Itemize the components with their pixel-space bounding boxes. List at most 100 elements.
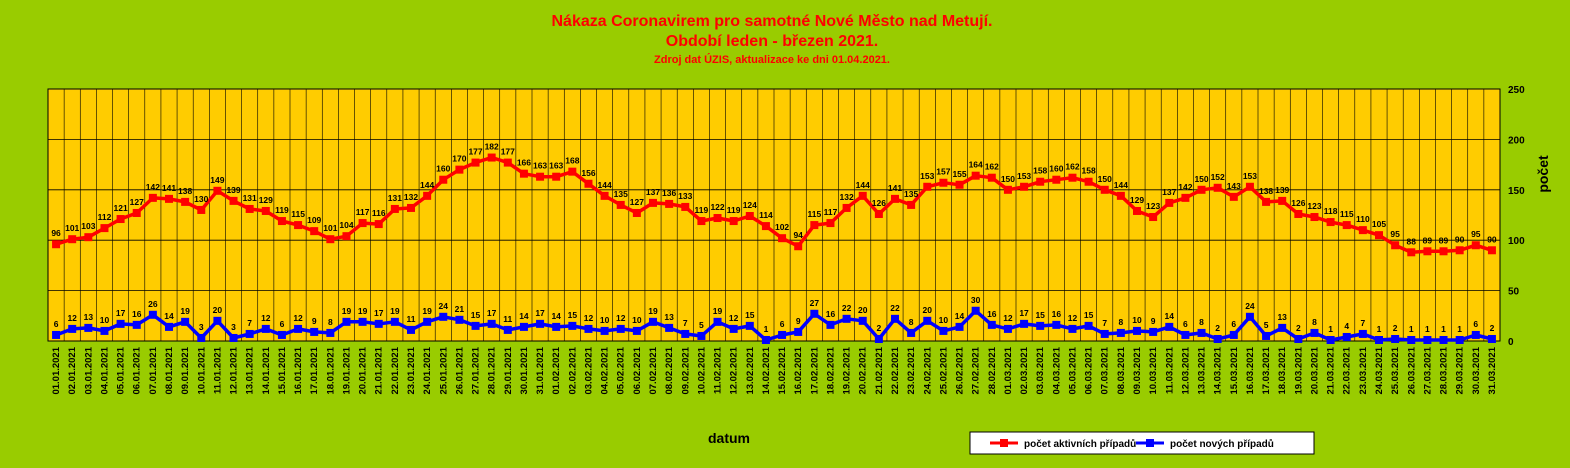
data-label: 22: [842, 303, 852, 313]
data-label: 8: [328, 317, 333, 327]
data-point: [197, 205, 206, 214]
data-point: [552, 172, 561, 181]
y-axis-ticks: 0 50 100 150 200 250: [1508, 85, 1525, 348]
data-label: 95: [1471, 229, 1481, 239]
data-point: [939, 326, 948, 335]
data-label: 126: [1291, 198, 1305, 208]
data-point: [503, 158, 512, 167]
data-point: [1439, 247, 1448, 256]
data-point: [810, 221, 819, 230]
data-label: 26: [148, 299, 158, 309]
data-label: 112: [98, 212, 112, 222]
data-label: 9: [312, 316, 317, 326]
data-point: [1294, 334, 1303, 343]
legend-marker-active: [1000, 439, 1008, 447]
data-label: 7: [683, 318, 688, 328]
data-label: 9: [1151, 316, 1156, 326]
data-label: 115: [807, 209, 821, 219]
data-point: [1423, 335, 1432, 344]
data-label: 136: [662, 188, 676, 198]
data-point: [794, 327, 803, 336]
data-label: 14: [519, 311, 529, 321]
data-label: 1: [764, 324, 769, 334]
x-tick-label: 19.01.2021: [341, 346, 352, 394]
y-axis-label: počet: [1535, 155, 1551, 193]
data-point: [1020, 182, 1029, 191]
data-label: 9: [796, 316, 801, 326]
data-point: [1245, 182, 1254, 191]
data-point: [600, 191, 609, 200]
data-label: 155: [952, 169, 966, 179]
x-tick-label: 30.03.2021: [1471, 346, 1482, 394]
data-point: [1262, 331, 1271, 340]
data-point: [294, 324, 303, 333]
x-tick-label: 20.01.2021: [358, 346, 369, 394]
x-tick-label: 17.03.2021: [1261, 346, 1272, 394]
data-label: 119: [727, 205, 741, 215]
data-label: 158: [1033, 166, 1047, 176]
data-label: 144: [420, 180, 434, 190]
data-point: [842, 314, 851, 323]
data-point: [1036, 321, 1045, 330]
data-point: [697, 331, 706, 340]
x-tick-label: 13.01.2021: [245, 346, 256, 394]
data-label: 22: [890, 303, 900, 313]
x-tick-label: 26.01.2021: [454, 346, 465, 394]
data-point: [148, 310, 157, 319]
x-tick-label: 01.02.2021: [551, 346, 562, 394]
data-label: 24: [439, 301, 449, 311]
data-point: [294, 221, 303, 230]
data-point: [1407, 248, 1416, 257]
data-label: 2: [1490, 323, 1495, 333]
data-point: [616, 200, 625, 209]
data-label: 123: [1146, 201, 1160, 211]
data-point: [1133, 206, 1141, 215]
x-tick-label: 10.03.2021: [1148, 346, 1159, 394]
data-label: 95: [1390, 229, 1400, 239]
data-label: 19: [342, 306, 352, 316]
data-point: [1052, 175, 1061, 184]
data-label: 122: [710, 202, 724, 212]
data-label: 90: [1487, 234, 1497, 244]
data-point: [1245, 312, 1254, 321]
data-point: [277, 330, 286, 339]
data-point: [423, 317, 432, 326]
x-tick-label: 15.03.2021: [1229, 346, 1240, 394]
x-tick-label: 07.03.2021: [1100, 346, 1111, 394]
chart-subtitle: Období leden - březen 2021.: [666, 33, 879, 50]
data-point: [649, 317, 657, 326]
x-tick-label: 18.01.2021: [325, 346, 336, 394]
data-label: 133: [678, 191, 692, 201]
data-point: [229, 333, 238, 342]
data-point: [1342, 332, 1351, 341]
data-point: [310, 227, 319, 236]
data-point: [987, 320, 996, 329]
data-label: 15: [745, 310, 755, 320]
data-label: 7: [1102, 318, 1107, 328]
data-point: [874, 209, 883, 218]
x-tick-label: 25.01.2021: [438, 346, 449, 394]
data-label: 21: [455, 304, 465, 314]
data-point: [390, 317, 399, 326]
data-point: [778, 234, 787, 243]
x-tick-label: 09.03.2021: [1132, 346, 1143, 394]
x-tick-label: 15.01.2021: [277, 346, 288, 394]
data-point: [455, 165, 464, 174]
data-point: [1197, 185, 1206, 194]
data-label: 5: [1264, 320, 1269, 330]
data-label: 15: [568, 310, 578, 320]
data-label: 170: [452, 154, 466, 164]
data-label: 132: [404, 192, 418, 202]
data-point: [374, 319, 383, 328]
data-point: [971, 306, 980, 315]
data-label: 19: [358, 306, 368, 316]
data-point: [1326, 335, 1335, 344]
data-label: 137: [1162, 187, 1176, 197]
data-point: [310, 327, 319, 336]
data-point: [729, 217, 738, 226]
x-tick-label: 17.01.2021: [309, 346, 320, 394]
data-label: 14: [955, 311, 965, 321]
data-point: [1229, 192, 1238, 201]
data-label: 6: [1231, 319, 1236, 329]
